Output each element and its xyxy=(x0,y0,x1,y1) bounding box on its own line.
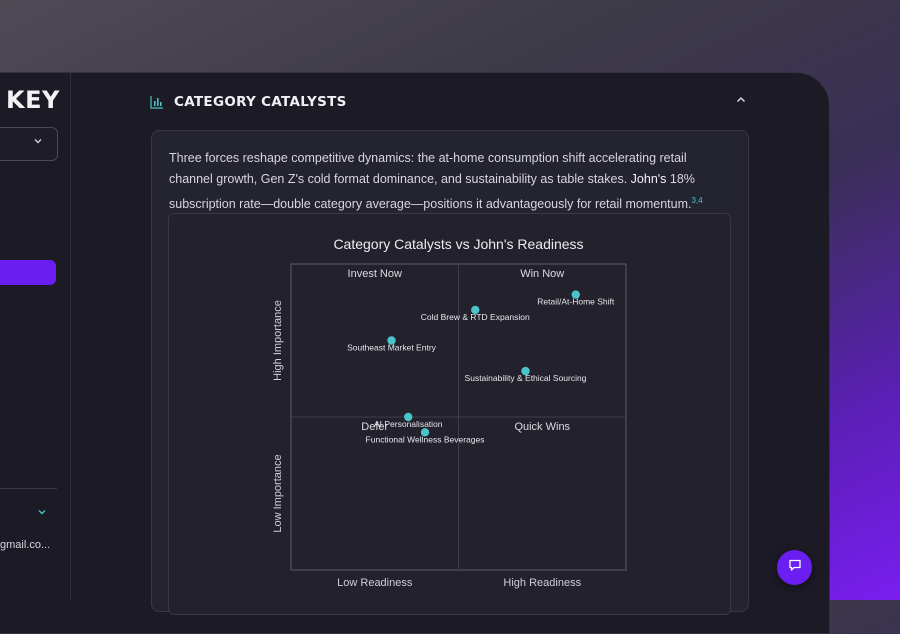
chat-button[interactable] xyxy=(777,550,812,585)
quadrant-chart: Category Catalysts vs John's Readiness In… xyxy=(272,236,627,589)
point-label: Cold Brew & RTD Expansion xyxy=(421,312,530,322)
sidebar-select[interactable] xyxy=(0,127,58,161)
section-header[interactable]: CATEGORY CATALYSTS xyxy=(150,94,347,110)
summary-text-end: 18% subscription rate—double category av… xyxy=(169,172,695,212)
sidebar-active-item[interactable] xyxy=(0,260,56,285)
sidebar-divider xyxy=(0,488,57,489)
chevron-down-icon[interactable] xyxy=(33,135,43,149)
summary-text: Three forces reshape competitive dynamic… xyxy=(169,151,687,186)
point-label: Southeast Market Entry xyxy=(347,343,437,353)
user-email: gmail.co... xyxy=(0,539,51,551)
point-label: Retail/At-Home Shift xyxy=(537,297,615,307)
citation-link[interactable]: 3,4 xyxy=(691,196,703,205)
summary-highlight: John's xyxy=(630,172,667,186)
y-tick-label: Low Importance xyxy=(272,454,284,532)
x-tick-label: Low Readiness xyxy=(337,577,413,589)
point-label: AI Personalisation xyxy=(374,419,443,429)
sidebar xyxy=(0,72,71,600)
quadrant-label: Quick Wins xyxy=(514,421,570,433)
data-point xyxy=(571,290,580,299)
quadrant-label: Invest Now xyxy=(348,268,402,280)
summary-paragraph: Three forces reshape competitive dynamic… xyxy=(169,148,729,215)
x-tick-label: High Readiness xyxy=(503,577,581,589)
chevron-up-icon[interactable] xyxy=(731,94,751,112)
chat-icon xyxy=(788,558,802,577)
point-label: Functional Wellness Beverages xyxy=(366,434,485,444)
data-point xyxy=(404,412,413,422)
brand-title: KEY xyxy=(6,86,60,114)
quadrant-label: Defer xyxy=(361,421,388,433)
data-point xyxy=(387,336,396,345)
quadrant-label: Win Now xyxy=(520,268,564,280)
chart-container xyxy=(168,213,731,615)
y-tick-label: High Importance xyxy=(272,300,284,381)
point-label: Sustainability & Ethical Sourcing xyxy=(465,373,587,383)
chevron-down-icon[interactable] xyxy=(37,506,47,520)
bar-chart-icon xyxy=(150,95,164,109)
data-point xyxy=(521,366,530,376)
data-point xyxy=(471,305,480,315)
chart-title: Category Catalysts vs John's Readiness xyxy=(333,236,583,252)
data-point xyxy=(420,428,430,437)
section-title: CATEGORY CATALYSTS xyxy=(174,94,347,110)
